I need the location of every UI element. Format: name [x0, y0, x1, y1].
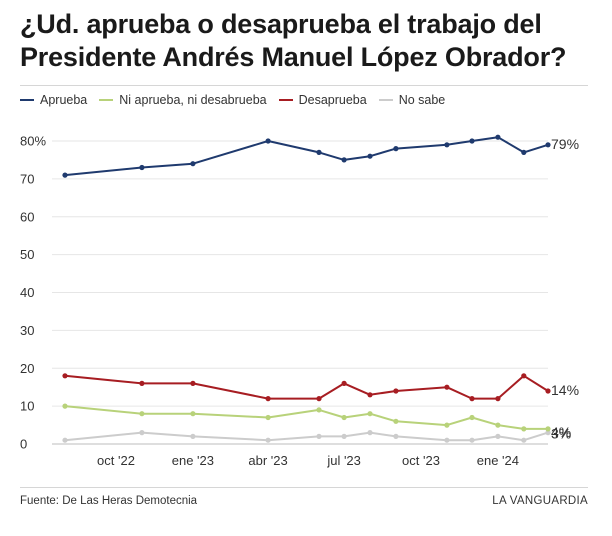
- data-point-aprueba-8: [444, 142, 450, 148]
- legend-label-no-sabe: No sabe: [398, 93, 446, 107]
- end-label-desaprueba: 14%: [551, 382, 579, 398]
- data-point-no-sabe-9: [469, 437, 475, 443]
- y-tick-label-40: 40: [20, 285, 34, 300]
- data-point-ni-aprueba-6: [367, 411, 373, 417]
- legend-item-ni-aprueba: Ni aprueba, ni desabrueba: [99, 93, 267, 107]
- legend-label-desaprueba: Desaprueba: [298, 93, 367, 107]
- data-point-ni-aprueba-5: [341, 414, 347, 421]
- source-note: Fuente: De Las Heras Demotecnia: [20, 495, 198, 507]
- data-point-no-sabe-3: [265, 437, 271, 443]
- data-point-no-sabe-2: [190, 433, 196, 439]
- chart-title: ¿Ud. aprueba o desaprueba el trabajo del…: [20, 9, 567, 72]
- series-line-aprueba: [64, 136, 549, 177]
- data-point-ni-aprueba-11: [521, 426, 527, 432]
- data-point-no-sabe-1: [139, 430, 145, 436]
- data-point-aprueba-6: [367, 153, 373, 159]
- y-tick-label-70: 70: [20, 171, 34, 186]
- data-point-ni-aprueba-0: [62, 403, 68, 409]
- legend-item-desaprueba: Desaprueba: [278, 93, 367, 107]
- data-point-aprueba-9: [469, 138, 475, 144]
- end-label-no-sabe: 3%: [551, 426, 571, 442]
- x-tick-label-2: abr '23: [248, 453, 287, 468]
- data-point-ni-aprueba-4: [316, 407, 322, 413]
- data-point-desaprueba-12: [545, 388, 551, 394]
- data-point-desaprueba-0: [62, 373, 68, 379]
- legend-swatch-ni-aprueba: [99, 99, 114, 101]
- data-point-aprueba-1: [139, 164, 145, 171]
- data-point-ni-aprueba-10: [495, 422, 501, 428]
- header-divider: [20, 85, 588, 86]
- legend-swatch-desaprueba: [278, 99, 293, 101]
- data-point-aprueba-0: [62, 172, 68, 178]
- series-line-ni-aprueba: [64, 405, 549, 430]
- data-point-desaprueba-4: [316, 396, 322, 402]
- data-point-ni-aprueba-12: [545, 426, 551, 432]
- data-point-no-sabe-6: [367, 430, 373, 436]
- y-tick-label-20: 20: [20, 361, 34, 376]
- data-point-desaprueba-1: [139, 380, 145, 386]
- legend-item-aprueba: Aprueba: [20, 93, 87, 107]
- data-point-no-sabe-5: [341, 433, 347, 439]
- legend-label-aprueba: Aprueba: [40, 93, 88, 107]
- legend-swatch-aprueba: [20, 99, 34, 101]
- data-point-desaprueba-9: [469, 396, 475, 402]
- legend-label-ni-aprueba: Ni aprueba, ni desabrueba: [119, 93, 267, 107]
- data-point-no-sabe-4: [316, 433, 322, 439]
- data-point-desaprueba-11: [521, 373, 527, 379]
- x-tick-label-5: ene '24: [477, 453, 519, 468]
- data-point-desaprueba-6: [367, 392, 373, 398]
- data-point-ni-aprueba-2: [190, 411, 196, 417]
- data-point-ni-aprueba-8: [444, 422, 450, 428]
- y-tick-label-60: 60: [20, 209, 34, 224]
- data-point-desaprueba-8: [444, 384, 450, 390]
- y-tick-label-10: 10: [20, 399, 34, 414]
- data-point-ni-aprueba-9: [469, 414, 475, 421]
- data-point-no-sabe-7: [393, 433, 399, 439]
- x-tick-label-4: oct '23: [402, 453, 440, 468]
- data-point-aprueba-10: [495, 134, 501, 140]
- data-point-desaprueba-3: [265, 396, 271, 402]
- end-label-ni-aprueba: 4%: [551, 424, 571, 440]
- legend: Aprueba Ni aprueba, ni desabrueba Desapr…: [20, 93, 457, 107]
- data-point-desaprueba-5: [341, 380, 347, 386]
- y-tick-label-30: 30: [20, 323, 34, 338]
- data-point-no-sabe-12: [545, 430, 551, 436]
- data-point-aprueba-7: [393, 146, 399, 152]
- data-point-aprueba-2: [190, 161, 196, 167]
- data-point-desaprueba-7: [393, 388, 399, 394]
- series-line-no-sabe: [64, 431, 549, 442]
- data-point-no-sabe-11: [521, 437, 527, 443]
- data-point-aprueba-11: [521, 149, 527, 155]
- data-point-desaprueba-10: [495, 396, 501, 402]
- data-point-aprueba-3: [265, 138, 271, 144]
- x-tick-label-0: oct '22: [97, 453, 135, 468]
- data-point-aprueba-5: [341, 157, 347, 163]
- footer-divider: [20, 487, 588, 488]
- x-tick-label-1: ene '23: [172, 453, 214, 468]
- legend-swatch-no-sabe: [378, 99, 393, 101]
- data-point-no-sabe-10: [495, 433, 501, 439]
- x-tick-label-3: jul '23: [326, 453, 361, 468]
- data-point-ni-aprueba-1: [139, 411, 145, 417]
- end-label-aprueba: 79%: [551, 136, 579, 152]
- data-point-ni-aprueba-7: [393, 418, 399, 424]
- data-point-ni-aprueba-3: [265, 414, 271, 421]
- legend-item-no-sabe: No sabe: [378, 93, 446, 107]
- data-point-desaprueba-2: [190, 380, 196, 386]
- data-point-aprueba-4: [316, 149, 322, 155]
- y-tick-label-0: 0: [20, 437, 27, 452]
- y-tick-label-80: 80%: [20, 134, 46, 149]
- data-point-no-sabe-0: [62, 437, 68, 443]
- series-line-desaprueba: [64, 374, 549, 400]
- brand-logo: LA VANGUARDIA: [492, 495, 588, 507]
- y-tick-label-50: 50: [20, 247, 34, 262]
- data-point-aprueba-12: [545, 142, 551, 148]
- data-point-no-sabe-8: [444, 437, 450, 443]
